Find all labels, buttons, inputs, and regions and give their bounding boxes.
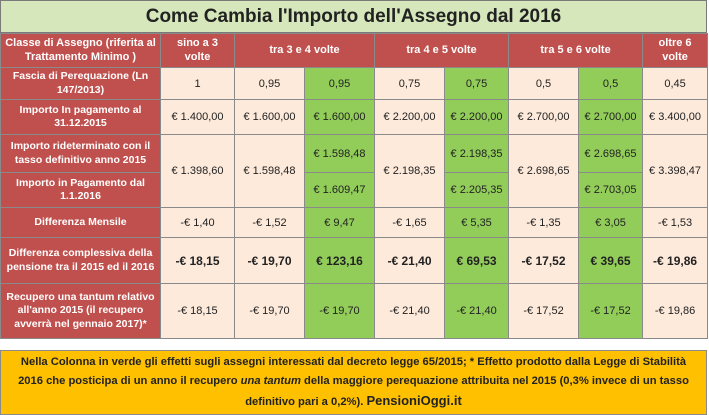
table-cell: € 3.400,00	[642, 99, 709, 135]
table-cell: € 2.200,00	[444, 99, 510, 135]
header-label: Classe di Assegno (riferita al Trattamen…	[0, 33, 161, 68]
row-label: Differenza complessiva della pensione tr…	[0, 237, 161, 284]
table-cell: -€ 17,52	[578, 283, 644, 339]
header-row: Classe di Assegno (riferita al Trattamen…	[0, 33, 709, 68]
table-row: Recupero una tantum relativo all'anno 20…	[0, 283, 709, 339]
table-cell: € 3,05	[578, 207, 644, 238]
table-cell: 0,5	[578, 67, 644, 100]
table-cell: € 69,53	[444, 237, 510, 284]
table-cell: -€ 1,65	[374, 207, 446, 238]
table-cell: € 2.703,05	[578, 172, 644, 208]
page-title: Come Cambia l'Importo dell'Assegno dal 2…	[0, 0, 707, 33]
table-cell: € 1.400,00	[160, 99, 235, 135]
table-cell: 0,45	[642, 67, 709, 100]
table-cell: -€ 17,52	[508, 237, 580, 284]
table-cell: -€ 21,40	[374, 283, 446, 339]
table-cell: -€ 1,52	[234, 207, 305, 238]
table-cell: -€ 19,86	[642, 237, 709, 284]
footer-italic-text: una tantum	[240, 375, 301, 387]
header-col-4: tra 5 e 6 volte	[508, 33, 644, 68]
table-cell: € 2.700,00	[508, 99, 580, 135]
table-cell: € 1.600,00	[303, 99, 376, 135]
row-label: Differenza Mensile	[0, 207, 161, 238]
table-cell: € 2.198,35	[444, 134, 510, 173]
row-label: Importo In pagamento al 31.12.2015	[0, 99, 161, 135]
header-col-1: sino a 3 volte	[160, 33, 235, 68]
header-col-3: tra 4 e 5 volte	[374, 33, 510, 68]
table-row: Differenza Mensile -€ 1,40 -€ 1,52 € 9,4…	[0, 207, 709, 238]
table-cell: -€ 18,15	[160, 283, 235, 339]
header-col-5: oltre 6 volte	[642, 33, 709, 68]
table-cell: 0,5	[508, 67, 580, 100]
row-label: Importo in Pagamento dal 1.1.2016	[0, 172, 161, 208]
footer-text-2: della maggiore perequazione attribuita n…	[245, 375, 689, 408]
row-label: Importo rideterminato con il tasso defin…	[0, 134, 161, 173]
table-cell: -€ 1,40	[160, 207, 235, 238]
row-label: Fascia di Perequazione (Ln 147/2013)	[0, 67, 161, 100]
table-cell: -€ 17,52	[508, 283, 580, 339]
table-cell: -€ 21,40	[374, 237, 446, 284]
brand-name: PensioniOggi.it	[366, 393, 462, 408]
table-cell: 0,95	[303, 67, 376, 100]
table-cell: € 1.598,48	[303, 134, 376, 173]
table-cell: € 1.600,00	[234, 99, 305, 135]
table-cell: € 2.700,00	[578, 99, 644, 135]
table-cell: -€ 19,86	[642, 283, 709, 339]
pension-table: Classe di Assegno (riferita al Trattamen…	[0, 33, 709, 339]
row-label: Recupero una tantum relativo all'anno 20…	[0, 283, 161, 339]
table-cell: 0,95	[234, 67, 305, 100]
table-cell: -€ 21,40	[444, 283, 510, 339]
table-cell: € 5,35	[444, 207, 510, 238]
table-cell: € 1.609,47	[303, 172, 376, 208]
header-col-2: tra 3 e 4 volte	[233, 33, 376, 68]
table-cell: 0,75	[374, 67, 446, 100]
footer-note: Nella Colonna in verde gli effetti sugli…	[0, 350, 707, 415]
table-row: Fascia di Perequazione (Ln 147/2013) 1 0…	[0, 67, 709, 100]
table-cell: € 2.698,65	[508, 134, 580, 208]
table-cell: 0,75	[444, 67, 510, 100]
table-cell: -€ 19,70	[303, 283, 376, 339]
table-row: Importo in Pagamento dal 1.1.2016 € 1.60…	[0, 172, 708, 208]
table-cell: € 1.598,48	[234, 134, 305, 208]
table-cell: -€ 1,53	[642, 207, 709, 238]
table-cell: € 9,47	[303, 207, 376, 238]
table-cell: -€ 19,70	[234, 283, 305, 339]
table-cell: € 3.398,47	[642, 134, 709, 208]
table-row: Differenza complessiva della pensione tr…	[0, 237, 709, 284]
table-cell: 1	[160, 67, 235, 100]
table-cell: € 2.205,35	[444, 172, 510, 208]
table-cell: € 2.698,65	[578, 134, 644, 173]
table-cell: -€ 1,35	[508, 207, 580, 238]
table-cell: -€ 18,15	[160, 237, 235, 284]
footer-text: Nella Colonna in verde gli effetti sugli…	[18, 356, 687, 387]
table-row: Importo rideterminato con il tasso defin…	[0, 134, 709, 208]
table-cell: € 123,16	[303, 237, 376, 284]
table-cell: € 1.398,60	[160, 134, 235, 208]
table-cell: € 2.200,00	[374, 99, 446, 135]
table-cell: -€ 19,70	[234, 237, 305, 284]
table-cell: € 2.198,35	[374, 134, 446, 208]
table-row: Importo In pagamento al 31.12.2015 € 1.4…	[0, 99, 709, 135]
table-cell: € 39,65	[578, 237, 644, 284]
